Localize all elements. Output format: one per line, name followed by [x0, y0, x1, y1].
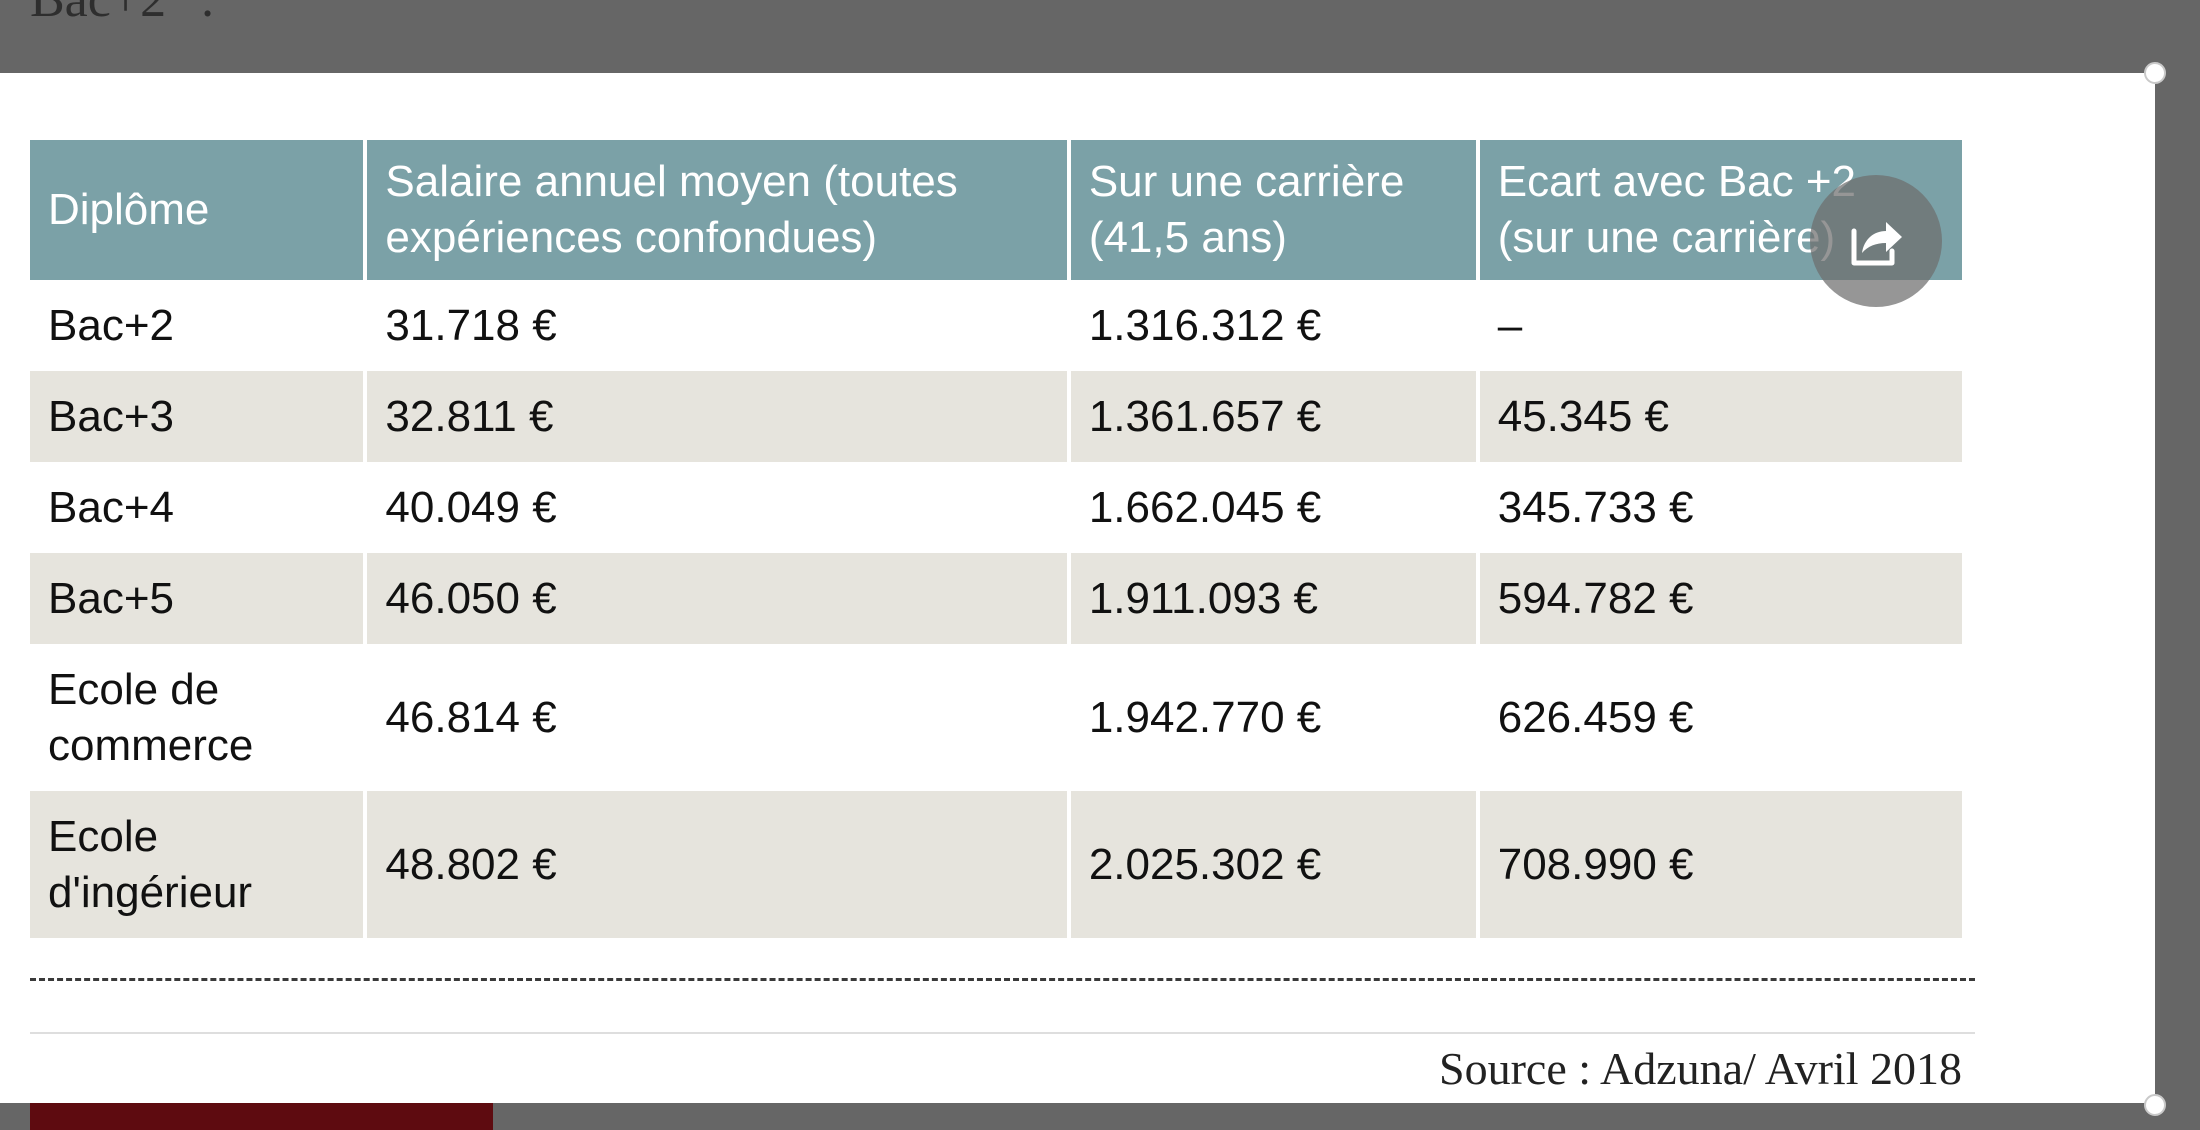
cell-career: 1.361.657 € [1070, 371, 1476, 462]
cell-salary: 46.814 € [385, 692, 557, 742]
cell-gap: 345.733 € [1497, 482, 1694, 532]
share-icon [1851, 222, 1902, 266]
cell-gap: 594.782 € [1479, 553, 1962, 644]
dashed-divider [30, 978, 1975, 981]
table-row: Bac+3 32.811 € 1.361.657 € 45.345 € [30, 371, 1962, 462]
cell-diploma: Ecole d'ingérieur [30, 791, 364, 938]
cell-gap: 708.990 € [1479, 791, 1962, 938]
cell-salary: 32.811 € [367, 371, 1067, 462]
table-row: Ecole de commerce 46.814 € 1.942.770 € 6… [30, 644, 1962, 791]
cell-diploma: Bac+5 [30, 553, 364, 644]
cell-salary: 48.802 € [367, 791, 1067, 938]
table-row: Bac+2 31.718 € 1.316.312 € – [30, 280, 1962, 371]
accent-bar [30, 1103, 493, 1130]
cell-diploma: Bac+4 [48, 482, 174, 532]
salary-table: Diplôme Salaire annuel moyen (toutes exp… [26, 140, 1966, 938]
cell-career: 1.911.093 € [1070, 553, 1476, 644]
cell-gap: – [1497, 300, 1523, 350]
table-row: Ecole d'ingérieur 48.802 € 2.025.302 € 7… [30, 791, 1962, 938]
cell-career: 1.662.045 € [1088, 482, 1322, 532]
cell-salary: 40.049 € [385, 482, 557, 532]
source-caption: Source : Adzuna/ Avril 2018 [1439, 1043, 1962, 1094]
solid-divider [30, 1032, 1975, 1034]
header-diploma: Diplôme [30, 140, 364, 280]
cell-diploma: Bac+2 [48, 300, 174, 350]
header-annual-salary: Salaire annuel moyen (toutes expériences… [367, 140, 1067, 280]
resize-handle-bottom-right[interactable] [2144, 1094, 2166, 1116]
table-row: Bac+5 46.050 € 1.911.093 € 594.782 € [30, 553, 1962, 644]
cell-gap: 45.345 € [1479, 371, 1962, 462]
table-header-row: Diplôme Salaire annuel moyen (toutes exp… [30, 140, 1962, 280]
cell-salary: 46.050 € [367, 553, 1067, 644]
cell-career: 2.025.302 € [1070, 791, 1476, 938]
share-button[interactable] [1810, 175, 1942, 307]
cell-salary: 31.718 € [385, 300, 557, 350]
cell-diploma: Bac+3 [30, 371, 364, 462]
cell-career: 1.942.770 € [1088, 692, 1322, 742]
cell-gap: 626.459 € [1497, 692, 1694, 742]
cell-diploma: Ecole de commerce [48, 664, 254, 770]
cell-career: 1.316.312 € [1088, 300, 1322, 350]
table-row: Bac+4 40.049 € 1.662.045 € 345.733 € [30, 462, 1962, 553]
resize-handle-top-right[interactable] [2144, 62, 2166, 84]
header-career-total: Sur une carrière (41,5 ans) [1070, 140, 1476, 280]
article-heading-fragment: Bac+2" : [30, 0, 215, 29]
